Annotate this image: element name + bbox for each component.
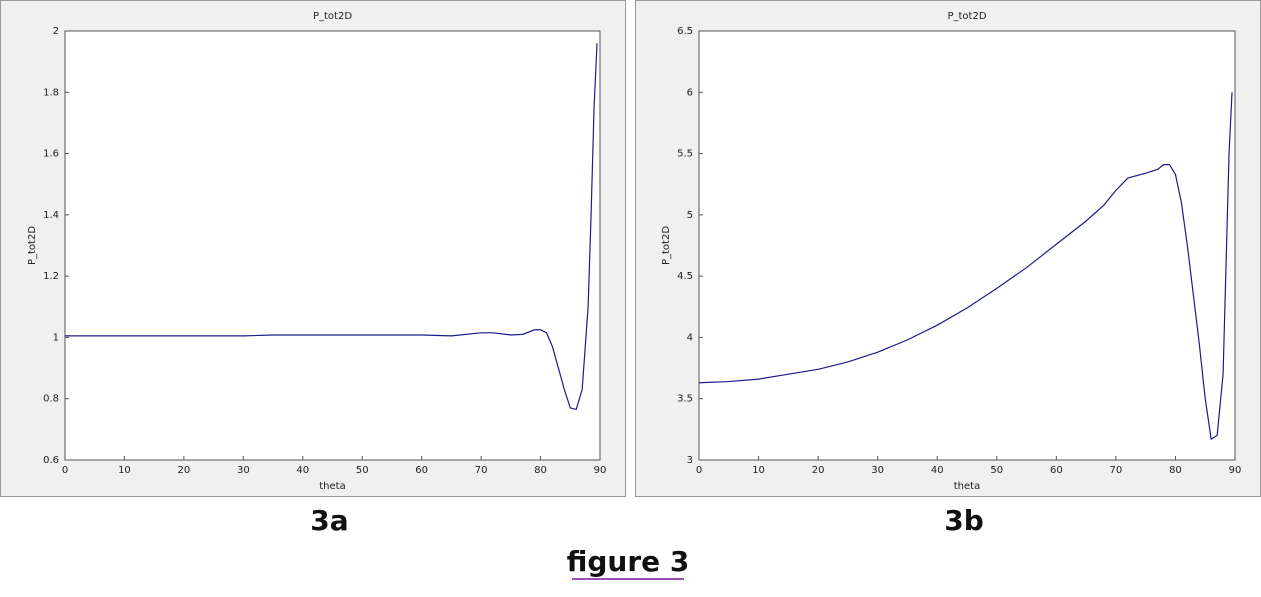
x-tick-label: 60: [1050, 465, 1063, 476]
y-tick-label: 2: [53, 26, 59, 37]
y-tick-label: 6: [687, 87, 693, 98]
data-line: [698, 92, 1233, 441]
data-line: [65, 43, 598, 411]
y-tick-label: 1.6: [43, 149, 59, 160]
x-tick-label: 90: [594, 465, 607, 476]
x-tick-label: 50: [990, 465, 1003, 476]
y-tick-label: 4: [687, 332, 693, 343]
y-tick-label: 1.4: [43, 210, 59, 221]
caption: 3b: [944, 504, 984, 537]
x-tick-label: 40: [931, 465, 944, 476]
y-tick-label: 0.8: [43, 394, 59, 405]
figure-caption: figure 3: [567, 545, 690, 578]
x-tick-label: 30: [871, 465, 884, 476]
x-tick-label: 60: [415, 465, 428, 476]
x-tick-label: 90: [1229, 465, 1242, 476]
y-tick-label: 0.6: [43, 455, 59, 466]
y-tick-label: 3: [687, 455, 693, 466]
y-axis-label: P_tot2D: [27, 226, 38, 265]
x-tick-label: 70: [475, 465, 488, 476]
x-tick-label: 10: [118, 465, 131, 476]
y-tick-label: 4.5: [677, 271, 693, 282]
x-tick-label: 0: [696, 465, 702, 476]
chart-title: P_tot2D: [313, 11, 352, 22]
chart-title: P_tot2D: [947, 11, 986, 22]
x-axis-label: theta: [319, 481, 345, 492]
x-tick-label: 80: [1169, 465, 1182, 476]
y-tick-label: 3.5: [677, 394, 693, 405]
y-tick-label: 6.5: [677, 26, 693, 37]
x-tick-label: 30: [237, 465, 250, 476]
x-tick-label: 80: [534, 465, 547, 476]
y-tick-label: 1.8: [43, 87, 59, 98]
y-tick-label: 5: [687, 210, 693, 221]
y-tick-label: 1: [53, 332, 59, 343]
x-tick-label: 70: [1110, 465, 1123, 476]
x-tick-label: 10: [752, 465, 765, 476]
x-tick-label: 20: [178, 465, 191, 476]
caption: 3a: [310, 504, 348, 537]
plot-area: [64, 30, 601, 461]
x-tick-label: 50: [356, 465, 369, 476]
x-tick-label: 40: [296, 465, 309, 476]
y-tick-label: 1.2: [43, 271, 59, 282]
plot-area: [698, 30, 1236, 461]
x-tick-label: 0: [62, 465, 68, 476]
x-tick-label: 20: [812, 465, 825, 476]
y-tick-label: 5.5: [677, 149, 693, 160]
y-axis-label: P_tot2D: [661, 226, 672, 265]
x-axis-label: theta: [954, 481, 980, 492]
